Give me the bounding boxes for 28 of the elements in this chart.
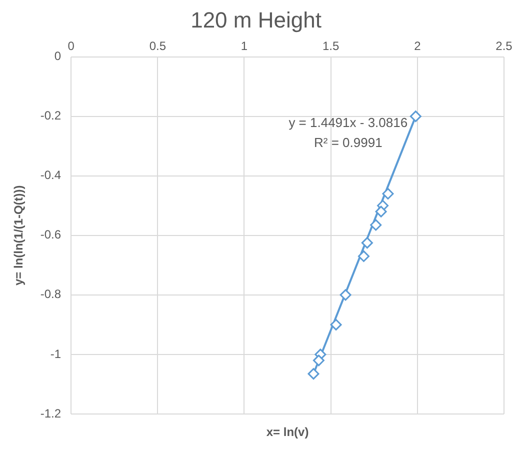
y-tick-label: -0.6 [40, 228, 62, 242]
point [382, 188, 394, 200]
x-tick-label: 0.5 [149, 38, 166, 53]
point [358, 250, 370, 262]
x-tick-label: 1 [240, 38, 248, 53]
point [361, 237, 373, 249]
x-tick-label: 2 [414, 38, 422, 53]
y-tick-label: -1 [50, 346, 62, 361]
y-tick-label: -1.2 [40, 406, 62, 420]
y-axis-title: y= ln(ln(1/(1-Q(t))) [12, 185, 26, 286]
point [410, 110, 422, 122]
x-tick-label: 2.5 [496, 38, 513, 53]
y-tick-label: -0.4 [40, 168, 62, 182]
y-tick-label: -0.2 [40, 108, 62, 123]
point [370, 219, 382, 231]
annotation: y = 1.4491x - 3.0816 [288, 114, 408, 130]
y-tick-label: -0.8 [40, 287, 62, 302]
point [330, 318, 342, 330]
x-tick-label: 0 [68, 38, 75, 53]
point [340, 289, 352, 301]
point [375, 206, 387, 218]
x-axis-title: x= ln(v) [266, 425, 309, 439]
y-tick-label: 0 [54, 49, 62, 64]
x-tick-label: 1.5 [322, 38, 340, 53]
point [312, 354, 324, 366]
chart-title: 120 m Height [190, 7, 322, 32]
annotation: R² = 0.9991 [314, 134, 382, 150]
point [308, 368, 320, 380]
